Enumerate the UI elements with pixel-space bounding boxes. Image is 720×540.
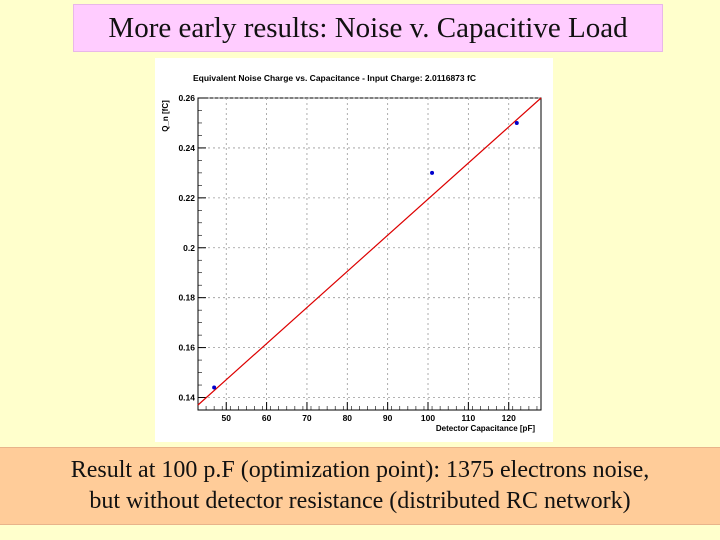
y-tick-label: 0.16 [178, 343, 195, 353]
y-tick-label: 0.14 [178, 393, 195, 403]
caption-line-2: but without detector resistance (distrib… [89, 488, 631, 514]
data-point [430, 170, 435, 175]
slide-title: More early results: Noise v. Capacitive … [73, 4, 663, 52]
x-tick-label: 100 [421, 413, 435, 423]
data-point [212, 385, 217, 390]
slide-title-text: More early results: Noise v. Capacitive … [108, 11, 628, 44]
x-tick-label: 70 [302, 413, 312, 423]
x-tick-label: 90 [383, 413, 393, 423]
x-tick-label: 60 [262, 413, 272, 423]
y-tick-label: 0.18 [178, 293, 195, 303]
caption-line-1: Result at 100 p.F (optimization point): … [70, 457, 650, 483]
x-tick-label: 80 [343, 413, 353, 423]
x-tick-label: 120 [502, 413, 516, 423]
x-axis-label: Detector Capacitance [pF] [436, 424, 535, 433]
chart-panel: 0.14 0.16 0.18 0.2 0.22 0.24 0.26 50 60 70 80 90 100… [155, 58, 553, 442]
x-tick-label: 50 [222, 413, 232, 423]
y-tick-label: 0.26 [178, 93, 195, 103]
caption-box: Result at 100 p.F (optimization point): … [0, 447, 720, 525]
data-point [514, 120, 519, 125]
y-axis-label: Q_n [fC] [161, 100, 170, 132]
chart-title: Equivalent Noise Charge vs. Capacitance … [193, 73, 476, 83]
y-tick-label: 0.2 [183, 243, 195, 253]
x-tick-label: 110 [462, 413, 476, 423]
y-tick-label: 0.24 [178, 143, 195, 153]
fit-line [197, 97, 542, 406]
noise-vs-capacitance-chart: 0.14 0.16 0.18 0.2 0.22 0.24 0.26 50 60 70 80 90 100… [161, 73, 542, 433]
y-tick-label: 0.22 [178, 193, 195, 203]
plot-frame [197, 97, 542, 411]
